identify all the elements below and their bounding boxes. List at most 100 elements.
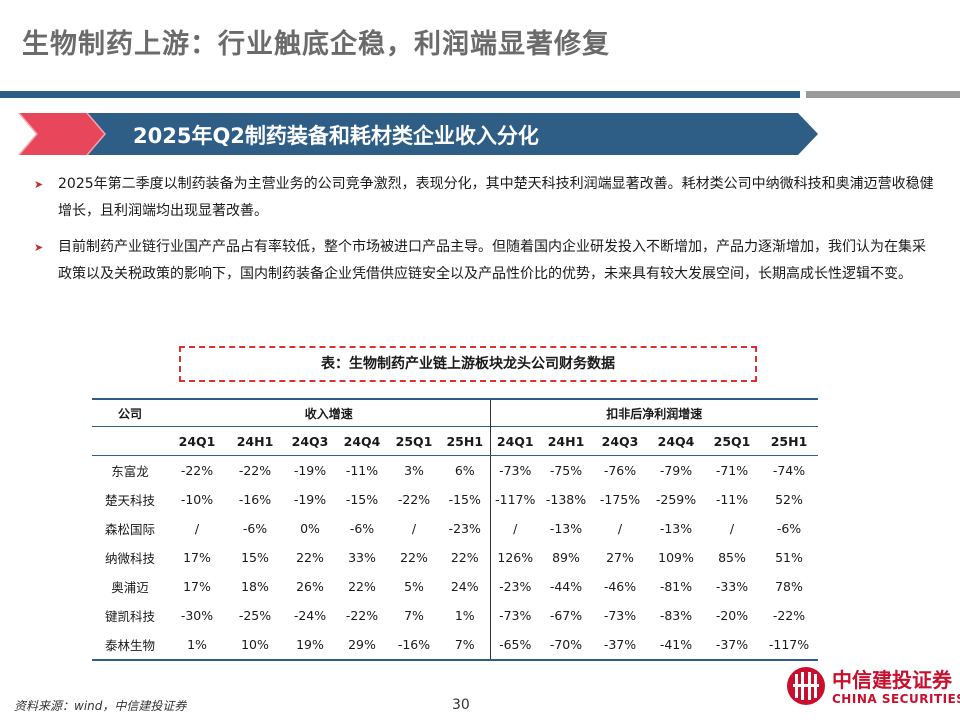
profit-growth-cell: -117% [760, 630, 818, 661]
profit-growth-cell: -73% [603, 608, 637, 623]
profit-growth-cell: -13% [549, 521, 583, 536]
revenue-growth-cell: 29% [336, 630, 388, 661]
source-note: 资料来源：wind，中信建投证券 [14, 699, 187, 713]
profit-growth-cell: -259% [655, 492, 697, 507]
revenue-growth-cell: 33% [348, 550, 376, 565]
revenue-growth-cell: 22% [440, 543, 491, 572]
profit-growth-cell: / [617, 521, 623, 536]
profit-growth-cell: -41% [648, 630, 704, 661]
financial-data-table: 公司 收入增速 扣非后净利润增速 24Q1 24H1 24Q3 24Q4 25Q… [92, 398, 818, 661]
profit-growth-cell: 27% [606, 550, 634, 565]
revenue-growth-cell: -22% [180, 463, 214, 478]
period-header: 25Q1 [388, 426, 440, 456]
period-header: 24H1 [226, 426, 284, 456]
profit-growth-cell: 109% [658, 550, 694, 565]
company-header: 公司 [92, 398, 168, 427]
profit-growth-cell: -117% [495, 492, 536, 507]
logo-name-en: CHINA SECURITIES [832, 692, 960, 706]
period-header: 24Q3 [284, 426, 336, 456]
profit-growth-cell: -22% [772, 608, 806, 623]
table-row: 纳微科技 17% 15% 22% 33% 22% 22% 126% 89% 27% 109% 85% 5… [92, 543, 818, 572]
revenue-growth-cell: / [411, 521, 417, 536]
bullet-item: ➤ 目前制药产业链行业国产产品占有率较低，整个市场被进口产品主导。但随着国内企业… [34, 234, 934, 288]
company-name-cell: 楚天科技 [104, 493, 155, 508]
company-name-cell: 泰林生物 [92, 630, 168, 661]
profit-growth-header: 扣非后净利润增速 [490, 398, 818, 427]
profit-growth-cell: -37% [704, 630, 760, 661]
revenue-growth-cell: 17% [183, 579, 211, 594]
header-divider-gray [806, 91, 960, 98]
profit-growth-cell: -65% [490, 630, 540, 661]
revenue-growth-cell: 26% [296, 579, 324, 594]
profit-growth-cell: -67% [549, 608, 583, 623]
period-header: 24Q4 [648, 426, 704, 456]
revenue-growth-cell: 22% [348, 579, 376, 594]
period-header: 24Q1 [490, 426, 540, 456]
revenue-growth-cell: 7% [404, 608, 424, 623]
revenue-growth-cell: -22% [397, 492, 431, 507]
profit-growth-cell: -74% [772, 463, 806, 478]
profit-growth-cell: -70% [540, 630, 592, 661]
profit-growth-cell: -83% [659, 608, 693, 623]
revenue-growth-cell: 0% [300, 521, 320, 536]
revenue-growth-cell: -16% [388, 630, 440, 661]
profit-growth-cell: -73% [499, 463, 532, 478]
profit-growth-cell: -33% [715, 579, 749, 594]
logo-name-cn: 中信建投证券 [832, 668, 952, 692]
bullet-text: 2025年第二季度以制药装备为主营业务的公司竞争激烈，表现分化，其中楚天科技利润… [58, 176, 934, 219]
revenue-growth-cell: 6% [440, 455, 491, 485]
revenue-growth-cell: 1% [440, 601, 491, 630]
profit-growth-cell: -46% [603, 579, 637, 594]
profit-growth-cell: -75% [549, 463, 583, 478]
profit-growth-cell: -37% [592, 630, 648, 661]
revenue-growth-cell: -24% [293, 608, 327, 623]
revenue-growth-cell: 5% [404, 579, 424, 594]
revenue-growth-cell: -6% [242, 521, 268, 536]
profit-growth-cell: 126% [497, 550, 534, 565]
page-number: 30 [452, 697, 470, 713]
revenue-growth-cell: -19% [293, 463, 327, 478]
profit-growth-cell: -138% [545, 492, 587, 507]
revenue-growth-cell: -10% [180, 492, 214, 507]
revenue-growth-cell: -22% [238, 463, 272, 478]
profit-growth-cell: / [513, 521, 518, 536]
revenue-growth-cell: 22% [400, 550, 428, 565]
period-header: 25H1 [760, 426, 818, 456]
table-header-row: 公司 收入增速 扣非后净利润增速 [92, 398, 818, 427]
revenue-growth-cell: 10% [226, 630, 284, 661]
company-name-cell: 奥浦迈 [111, 580, 149, 595]
revenue-growth-cell: / [194, 521, 200, 536]
table-row: 森松国际 / -6% 0% -6% / -23% / -13% / -13% / -6% [92, 514, 818, 543]
header-divider-blue [0, 91, 800, 98]
empty-header-cell [92, 426, 168, 456]
company-name-cell: 东富龙 [111, 464, 149, 479]
page-title: 生物制药上游：行业触底企稳，利润端显著修复 [22, 29, 610, 60]
profit-growth-cell: 89% [552, 550, 580, 565]
revenue-growth-cell: -30% [180, 608, 214, 623]
revenue-growth-cell: -23% [440, 514, 491, 543]
bullet-text: 目前制药产业链行业国产产品占有率较低，整个市场被进口产品主导。但随着国内企业研发… [58, 239, 926, 282]
revenue-growth-cell: 7% [440, 630, 491, 661]
profit-growth-cell: 78% [775, 579, 803, 594]
table-row: 楚天科技 -10% -16% -19% -15% -22% -15% -117% -138% -1… [92, 485, 818, 514]
revenue-growth-cell: 24% [440, 572, 491, 601]
profit-growth-cell: 85% [718, 550, 746, 565]
table-caption-box: 表：生物制药产业链上游板块龙头公司财务数据 [179, 346, 757, 382]
banner-title: 2025年Q2制药装备和耗材类企业收入分化 [133, 124, 539, 148]
profit-growth-cell: -11% [715, 492, 749, 507]
table-row: 泰林生物 1% 10% 19% 29% -16% 7% -65% -70% -37% -41% -37… [92, 630, 818, 661]
table-row: 奥浦迈 17% 18% 26% 22% 5% 24% -23% -44% -46% -81% -33%… [92, 572, 818, 601]
revenue-growth-cell: -6% [349, 521, 375, 536]
china-securities-logo-icon [787, 667, 825, 705]
revenue-growth-cell: -22% [345, 608, 379, 623]
period-header: 25Q1 [704, 426, 760, 456]
arrow-bullet-icon: ➤ [34, 178, 44, 191]
revenue-growth-cell: -15% [345, 492, 379, 507]
period-header: 24Q4 [336, 426, 388, 456]
profit-growth-cell: -175% [599, 492, 641, 507]
brand-logo: 中信建投证券 CHINA SECURITIES [786, 662, 960, 712]
period-header-row: 24Q1 24H1 24Q3 24Q4 25Q1 25H1 24Q1 24H1 … [92, 426, 818, 456]
revenue-growth-cell: 18% [241, 579, 269, 594]
period-header: 24Q3 [592, 426, 648, 456]
revenue-growth-cell: -11% [345, 463, 379, 478]
